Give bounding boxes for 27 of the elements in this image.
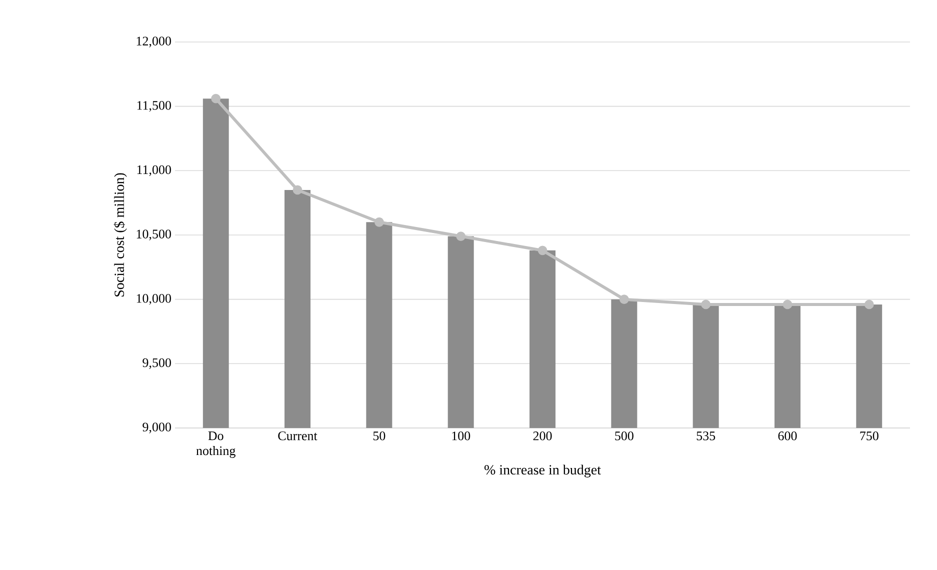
point [538, 246, 548, 256]
point [782, 300, 792, 310]
point [292, 185, 302, 195]
point [211, 94, 221, 104]
y-tick-label: 9,000 [142, 422, 171, 434]
point [374, 217, 384, 227]
x-tick-label: 100 [452, 432, 470, 440]
y-tick-label: 10,000 [136, 294, 171, 305]
y-tick-label: 9,500 [142, 358, 171, 369]
y-axis-title: Social cost ($ million) [114, 173, 127, 296]
y-tick-label: 11,500 [137, 101, 171, 112]
x-tick-label: Current [278, 432, 318, 440]
point [456, 232, 466, 241]
y-tick-label: 10,500 [136, 230, 171, 240]
x-tick-label: 500 [615, 432, 634, 440]
point [619, 294, 629, 304]
x-tick-label: 750 [860, 432, 878, 440]
y-tick-label: 11,000 [137, 165, 171, 176]
y-tick-label: 12,000 [136, 36, 171, 48]
point [864, 300, 874, 310]
x-tick-label: 600 [778, 432, 797, 440]
x-axis-title: % increase in budget [484, 464, 601, 478]
x-tick-label: 50 [373, 432, 386, 440]
x-tick-label: 200 [533, 432, 552, 440]
point [701, 300, 711, 310]
x-tick-label: Do nothing [196, 432, 236, 458]
x-tick-label: 535 [696, 432, 716, 440]
